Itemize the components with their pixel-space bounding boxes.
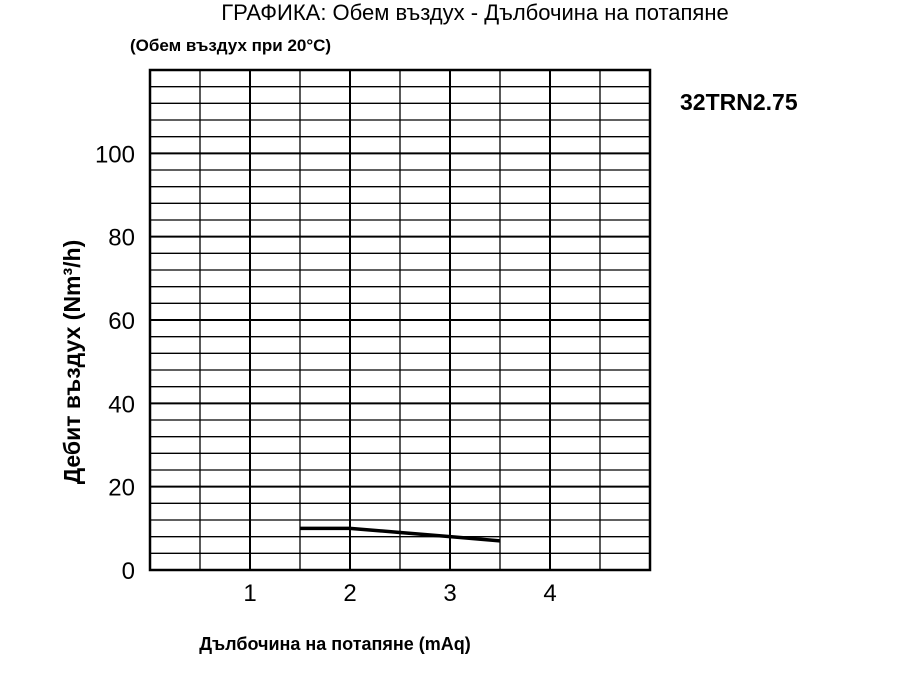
- x-tick-label: 4: [543, 580, 556, 607]
- plot-frame: [148, 68, 652, 572]
- series-line: [300, 526, 501, 543]
- y-axis-label: Дебит въздух (Nm³/h): [59, 240, 85, 485]
- grid-major: [150, 70, 650, 570]
- y-tick-label: 60: [108, 308, 135, 335]
- x-tick-label: 1: [243, 580, 256, 607]
- x-tick-label: 3: [443, 580, 456, 607]
- x-axis-label: Дълбочина на потапяне (mAq): [199, 634, 471, 654]
- chart-subtitle: (Обем въздух при 20°C): [130, 36, 331, 55]
- model-label: 32TRN2.75: [680, 89, 798, 115]
- y-tick-label: 0: [122, 558, 135, 585]
- chart-title: ГРАФИКА: Обем въздух - Дълбочина на пота…: [221, 0, 728, 25]
- series-layer: [300, 526, 501, 543]
- x-tick-label: 2: [343, 580, 356, 607]
- x-tick-labels: 1 2 3 4: [243, 580, 556, 607]
- grid-minor: [150, 70, 650, 570]
- y-tick-label: 80: [108, 225, 135, 252]
- y-tick-label: 100: [95, 141, 135, 168]
- y-tick-label: 40: [108, 391, 135, 418]
- y-tick-label: 20: [108, 475, 135, 502]
- y-tick-labels: 0 20 40 60 80 100: [95, 141, 135, 585]
